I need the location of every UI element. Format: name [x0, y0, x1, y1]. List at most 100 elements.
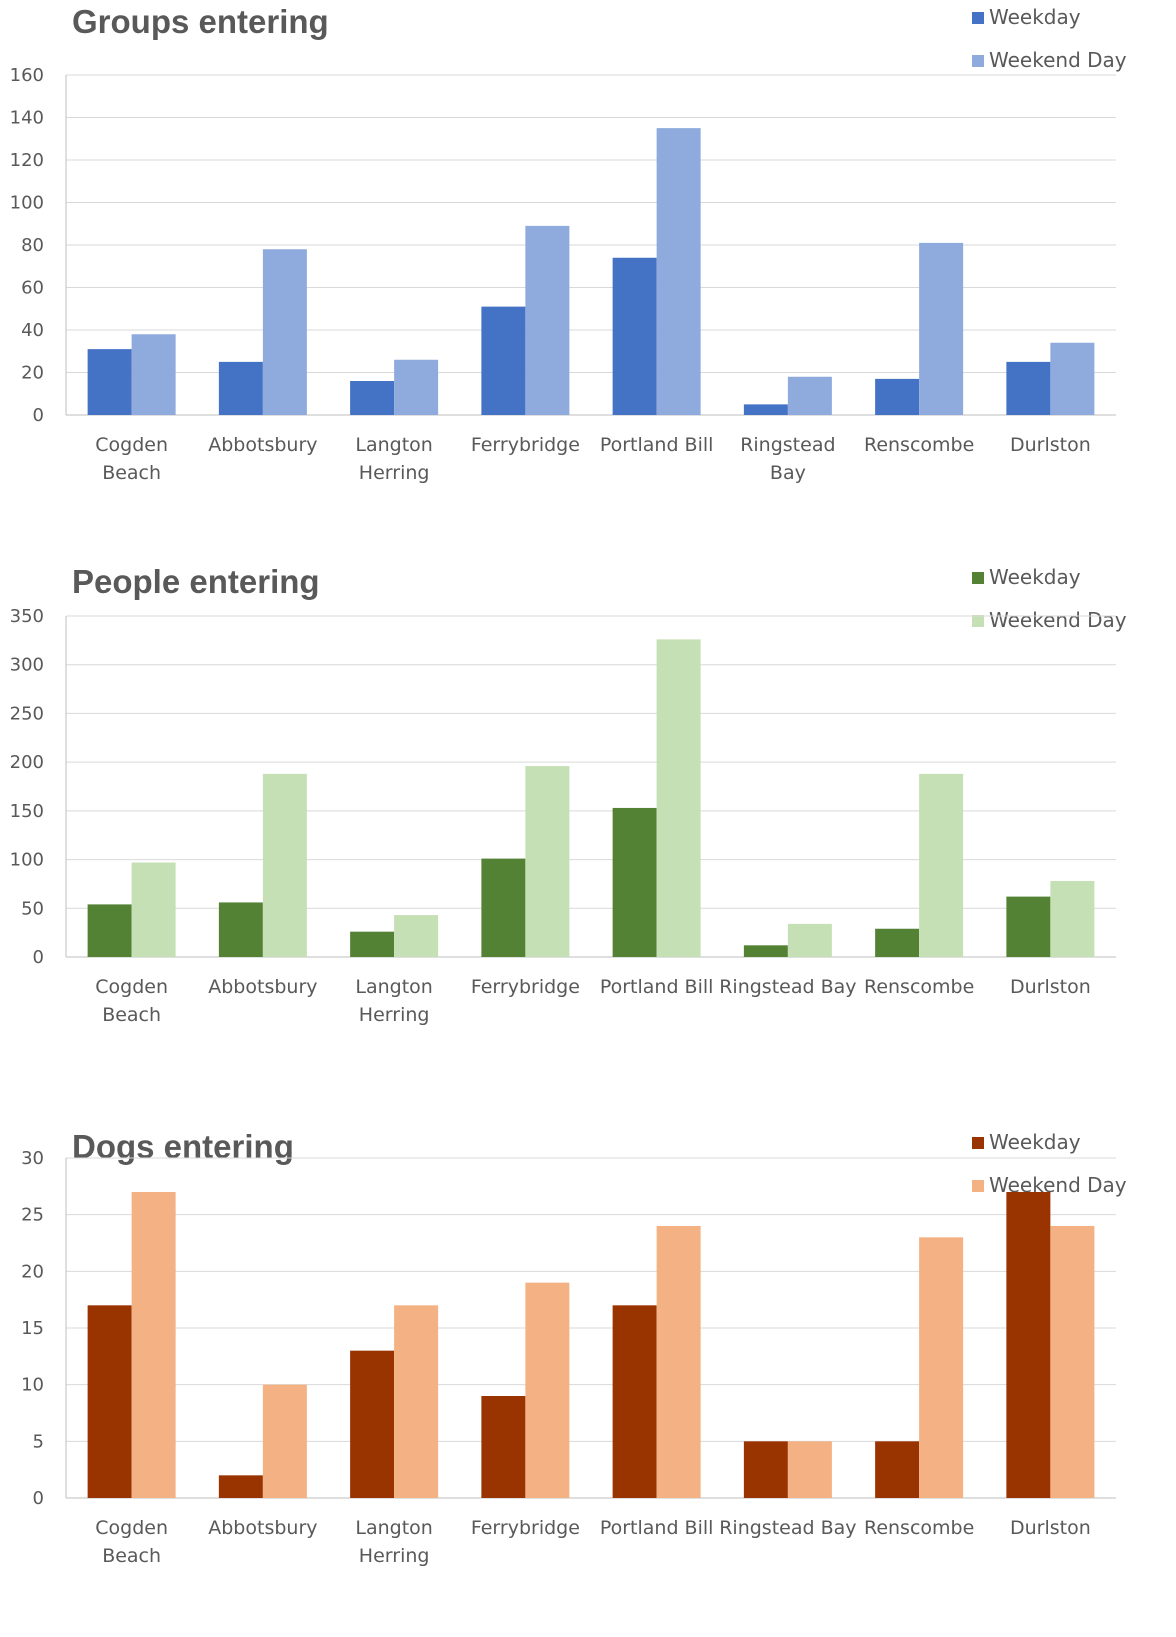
y-tick-label: 5: [33, 1431, 44, 1452]
x-category-label: Renscombe: [864, 434, 974, 456]
bar-weekend-day-langton-herring: [394, 1305, 439, 1498]
bar-weekend-day-ferrybridge: [525, 225, 570, 415]
bar-weekend-day-ringstead-bay: [787, 1441, 832, 1498]
x-category-label: Ferrybridge: [471, 976, 580, 998]
bar-weekend-day-cogden-beach: [131, 334, 176, 415]
bar-weekday-langton-herring: [350, 381, 395, 415]
x-category-label: Langton: [355, 434, 432, 456]
y-tick-label: 100: [10, 850, 44, 871]
bar-weekend-day-portland-bill: [656, 1226, 701, 1498]
legend: Weekday Weekend Day: [972, 5, 1127, 72]
chart-title: People entering: [72, 563, 320, 600]
y-tick-label: 40: [21, 320, 44, 341]
x-category-label: Beach: [102, 462, 161, 484]
bar-weekday-abbotsbury: [218, 1475, 263, 1498]
y-tick-label: 150: [10, 801, 44, 822]
bar-weekday-renscombe: [875, 1441, 920, 1498]
y-tick-label: 350: [10, 606, 44, 627]
legend-label-weekend-day: Weekend Day: [989, 48, 1127, 72]
bar-weekend-day-durlston: [1050, 1226, 1095, 1498]
bar-weekend-day-ringstead-bay: [787, 376, 832, 415]
bar-weekday-abbotsbury: [218, 361, 263, 415]
x-category-label: Abbotsbury: [208, 434, 317, 456]
bar-weekday-ferrybridge: [481, 858, 526, 957]
x-category-label: Renscombe: [864, 1517, 974, 1539]
x-category-label: Herring: [359, 1545, 430, 1567]
y-tick-label: 80: [21, 235, 44, 256]
y-tick-label: 25: [21, 1205, 44, 1226]
chart-title: Dogs entering: [72, 1128, 294, 1165]
x-category-label: Cogden: [95, 976, 168, 998]
bar-weekend-day-langton-herring: [394, 359, 439, 415]
x-category-label: Langton: [355, 1517, 432, 1539]
legend-label-weekend-day: Weekend Day: [989, 608, 1127, 632]
legend-label-weekday: Weekday: [989, 565, 1081, 589]
bar-weekday-ringstead-bay: [743, 404, 788, 415]
bar-weekend-day-renscombe: [919, 242, 964, 415]
legend: Weekday Weekend Day: [972, 565, 1127, 632]
bar-weekday-portland-bill: [612, 1305, 657, 1498]
x-category-label: Ringstead Bay: [719, 1517, 856, 1539]
legend-swatch-weekday: [972, 1137, 984, 1149]
legend-swatch-weekday: [972, 12, 984, 24]
x-category-label: Abbotsbury: [208, 1517, 317, 1539]
y-tick-label: 0: [33, 947, 44, 968]
bar-weekend-day-durlston: [1050, 342, 1095, 415]
x-category-label: Ferrybridge: [471, 1517, 580, 1539]
x-category-label: Herring: [359, 1004, 430, 1026]
groups-entering-chart: Groups entering Weekday Weekend Day 0 20 40 60…: [0, 0, 1176, 520]
bar-weekend-day-cogden-beach: [131, 1192, 176, 1498]
bar-weekday-ferrybridge: [481, 306, 526, 415]
bar-weekend-day-portland-bill: [656, 128, 701, 415]
x-category-label: Beach: [102, 1004, 161, 1026]
bar-weekday-durlston: [1006, 361, 1051, 415]
x-category-label: Abbotsbury: [208, 976, 317, 998]
y-tick-label: 140: [10, 108, 44, 129]
bar-weekday-ferrybridge: [481, 1396, 526, 1498]
bar-weekday-durlston: [1006, 1192, 1051, 1498]
dogs-entering-chart: Dogs entering Weekday Weekend Day 0 5 10 15 20 2…: [0, 1125, 1176, 1637]
y-tick-label: 60: [21, 278, 44, 299]
bar-weekday-portland-bill: [612, 807, 657, 957]
bar-weekend-day-ferrybridge: [525, 766, 570, 957]
bar-weekend-day-portland-bill: [656, 639, 701, 957]
legend-swatch-weekend-day: [972, 55, 984, 67]
bar-weekday-renscombe: [875, 378, 920, 415]
x-category-label: Cogden: [95, 434, 168, 456]
bar-weekday-cogden-beach: [87, 1305, 132, 1498]
y-tick-label: 200: [10, 752, 44, 773]
legend-swatch-weekend-day: [972, 615, 984, 627]
y-tick-label: 50: [21, 898, 44, 919]
x-category-label: Herring: [359, 462, 430, 484]
bar-weekend-day-abbotsbury: [262, 249, 307, 415]
x-category-label: Bay: [770, 462, 806, 484]
x-category-label: Portland Bill: [600, 434, 714, 456]
x-category-label: Durlston: [1010, 1517, 1091, 1539]
bar-weekend-day-ringstead-bay: [787, 923, 832, 957]
legend-swatch-weekend-day: [972, 1180, 984, 1192]
x-category-label: Ferrybridge: [471, 434, 580, 456]
bar-weekend-day-abbotsbury: [262, 773, 307, 957]
y-tick-label: 30: [21, 1148, 44, 1169]
bar-weekend-day-cogden-beach: [131, 862, 176, 957]
y-tick-label: 0: [33, 405, 44, 426]
y-tick-label: 20: [21, 363, 44, 384]
bar-weekend-day-abbotsbury: [262, 1384, 307, 1498]
x-category-label: Cogden: [95, 1517, 168, 1539]
bar-weekend-day-renscombe: [919, 1237, 964, 1498]
x-category-label: Portland Bill: [600, 976, 714, 998]
x-category-label: Durlston: [1010, 434, 1091, 456]
bar-weekend-day-langton-herring: [394, 915, 439, 957]
x-category-label: Durlston: [1010, 976, 1091, 998]
x-category-label: Ringstead: [740, 434, 835, 456]
legend-swatch-weekday: [972, 572, 984, 584]
bar-weekday-ringstead-bay: [743, 1441, 788, 1498]
people-entering-svg: People entering Weekday Weekend Day 0 50 100 1…: [10, 563, 1127, 1026]
x-category-label: Ringstead Bay: [719, 976, 856, 998]
bar-weekday-cogden-beach: [87, 904, 132, 957]
legend-label-weekday: Weekday: [989, 5, 1081, 29]
y-tick-label: 160: [10, 65, 44, 86]
bar-weekday-durlston: [1006, 896, 1051, 957]
y-tick-label: 300: [10, 655, 44, 676]
